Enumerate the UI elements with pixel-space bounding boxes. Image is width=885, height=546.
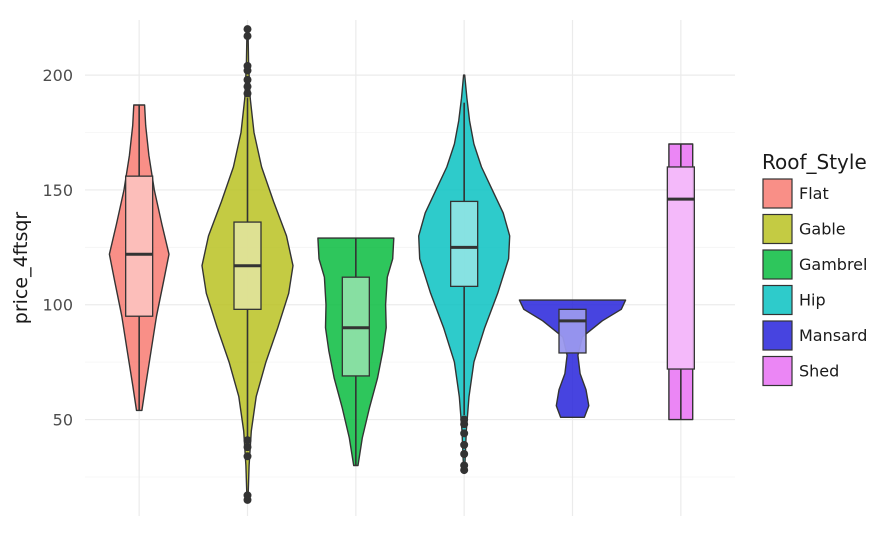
legend-label-shed: Shed	[799, 362, 839, 381]
legend-label-hip: Hip	[799, 291, 826, 310]
violin-hip	[418, 74, 511, 475]
legend-title: Roof_Style	[762, 150, 867, 174]
box-iqr	[450, 200, 479, 288]
outlier-point	[243, 491, 252, 500]
outlier-point	[243, 436, 252, 445]
legend-key-gable	[762, 213, 793, 245]
outlier-point	[460, 461, 469, 470]
legend-label-gambrel: Gambrel	[799, 255, 867, 274]
legend-label-mansard: Mansard	[799, 326, 867, 345]
legend-key-shed	[762, 355, 793, 387]
outlier-point	[243, 89, 252, 98]
legend-key-gambrel	[762, 249, 793, 280]
y-tick-label: 50	[53, 411, 73, 430]
box-iqr	[558, 308, 587, 354]
legend-key-flat	[762, 178, 793, 209]
violin-flat	[108, 104, 170, 412]
violin-body	[518, 299, 627, 418]
violin-gambrel	[317, 237, 395, 467]
outlier-point	[460, 415, 469, 424]
outlier-point	[243, 82, 252, 91]
violin-gable	[201, 25, 294, 504]
outlier-point	[243, 32, 252, 41]
box-iqr	[666, 166, 695, 370]
box-iqr	[125, 175, 154, 317]
outlier-point	[243, 443, 252, 452]
legend-label-gable: Gable	[799, 220, 846, 239]
violin-layer	[108, 25, 695, 504]
y-tick-label: 200	[42, 66, 73, 85]
violin-shed	[666, 143, 695, 421]
grid-layer	[85, 20, 735, 516]
legend-key-hip	[762, 284, 793, 316]
outlier-point	[460, 440, 469, 449]
outlier-point	[243, 452, 252, 461]
legend-label-flat: Flat	[799, 184, 829, 203]
y-tick-label: 150	[42, 181, 73, 200]
outlier-point	[243, 61, 252, 70]
outlier-point	[460, 429, 469, 438]
legend-key-mansard	[762, 320, 793, 351]
outlier-point	[460, 450, 469, 458]
legend: Roof_Style Flat Gable Gambrel Hip Mansard She…	[762, 150, 867, 387]
y-tick-label: 100	[42, 296, 73, 315]
outlier-point	[243, 75, 252, 84]
outlier-point	[243, 25, 252, 34]
violin-mansard	[518, 299, 627, 418]
axis-layer: price_4ftsqr 50 100 150 200	[10, 66, 73, 429]
y-axis-title: price_4ftsqr	[10, 212, 32, 325]
